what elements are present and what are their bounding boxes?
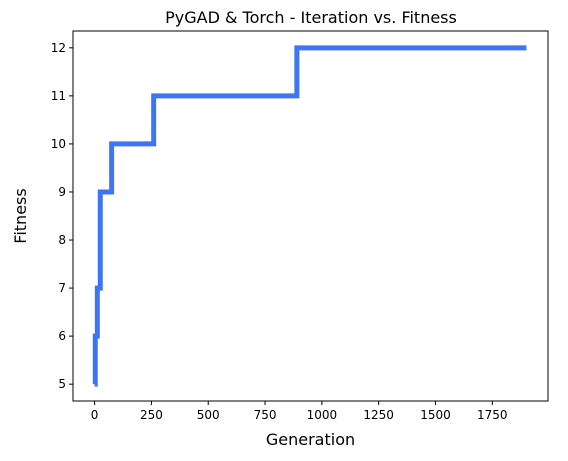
y-tick-label-4: 9 [58, 185, 66, 199]
x-tick-label-6: 1500 [420, 408, 451, 422]
y-tick-label-5: 10 [51, 137, 66, 151]
x-axis-ticks: 0 250 500 750 1000 1250 1500 1750 [91, 401, 508, 422]
x-tick-label-7: 1750 [477, 408, 508, 422]
y-tick-label-7: 12 [51, 41, 66, 55]
x-tick-label-0: 0 [91, 408, 99, 422]
series-line-0 [95, 48, 527, 384]
plot-area [95, 48, 527, 384]
x-tick-label-2: 500 [197, 408, 220, 422]
x-tick-label-1: 250 [140, 408, 163, 422]
x-axis-title: Generation [266, 430, 355, 449]
y-tick-label-1: 6 [58, 329, 66, 343]
chart-title: PyGAD & Torch - Iteration vs. Fitness [165, 8, 457, 27]
y-tick-label-6: 11 [51, 89, 66, 103]
x-tick-label-3: 750 [254, 408, 277, 422]
y-axis-ticks: 5 6 7 8 9 10 11 12 [51, 41, 73, 391]
x-tick-label-5: 1250 [363, 408, 394, 422]
x-tick-label-4: 1000 [307, 408, 338, 422]
plot-frame [73, 31, 548, 401]
y-axis-title: Fitness [11, 188, 30, 243]
y-tick-label-3: 8 [58, 233, 66, 247]
y-tick-label-0: 5 [58, 377, 66, 391]
y-tick-label-2: 7 [58, 281, 66, 295]
